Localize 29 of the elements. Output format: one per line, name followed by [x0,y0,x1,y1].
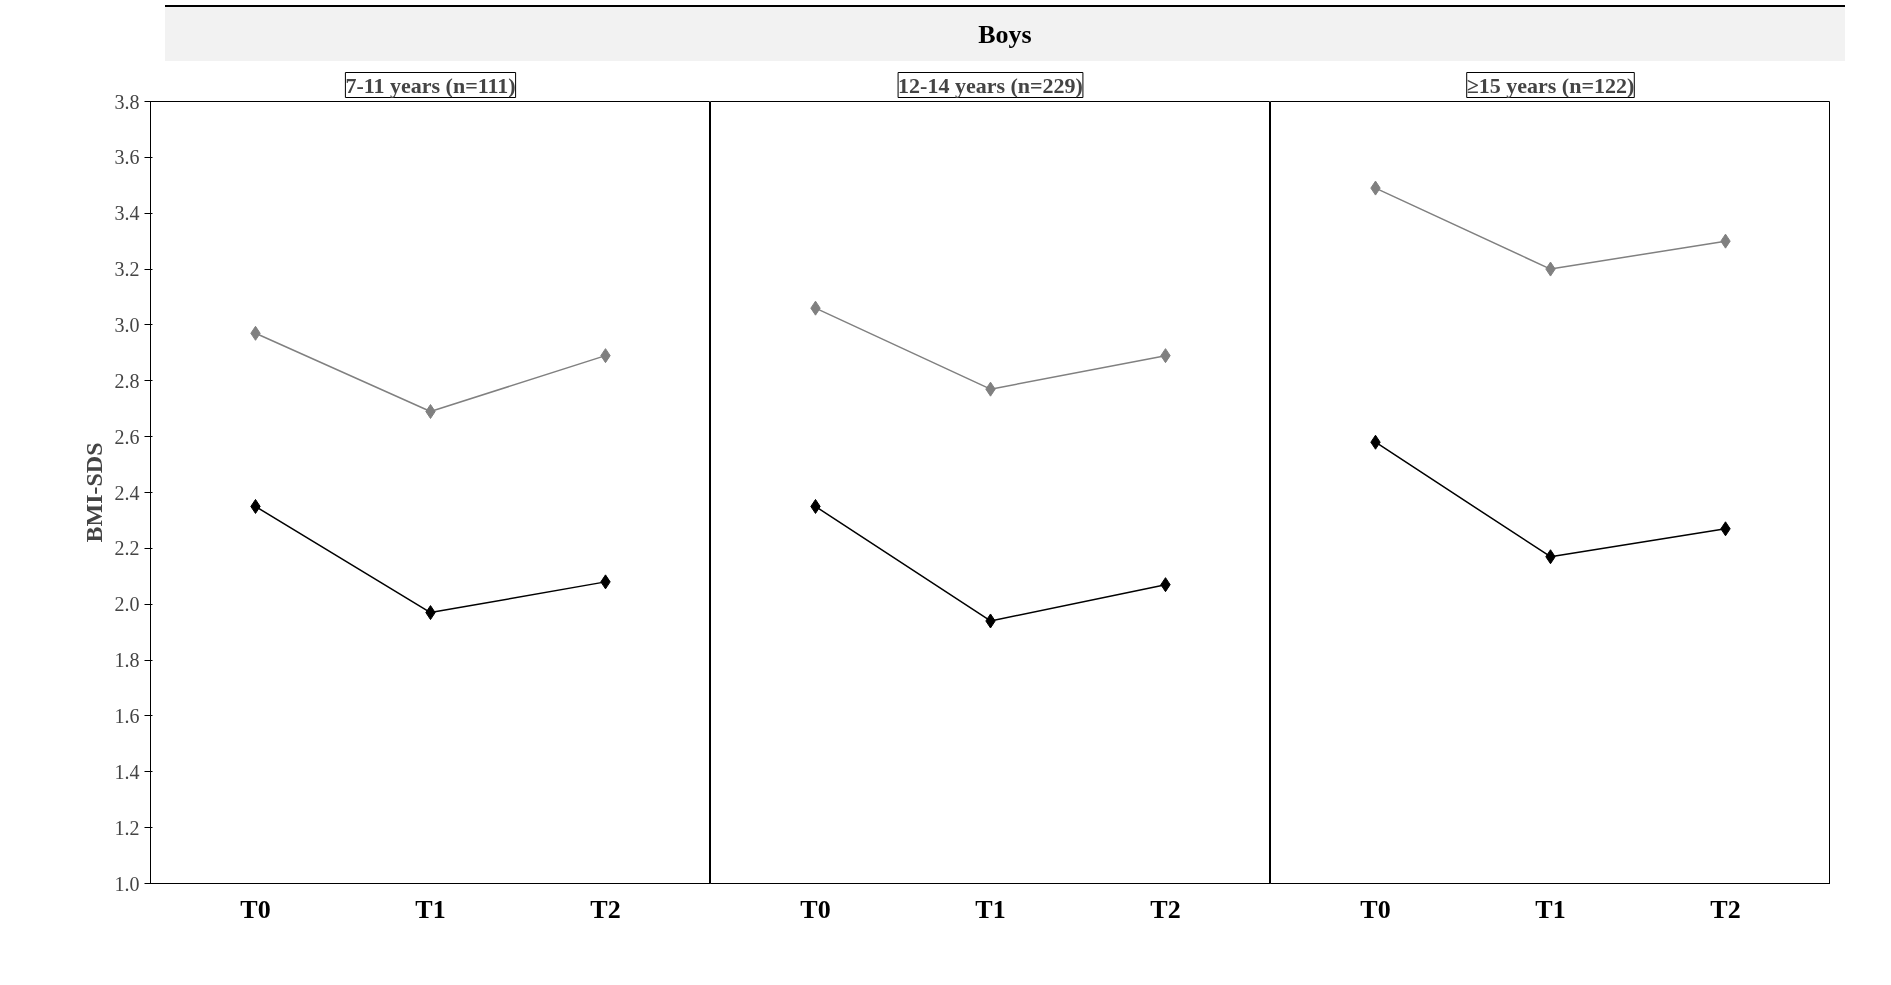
y-tick-label: 1.4 [114,760,140,783]
y-axis-title: BMI-SDS [80,442,107,543]
y-tick-label: 3.0 [114,313,140,336]
chart-subtitle: 12-14 years (n=229) [898,72,1083,98]
y-tick-label: 1.8 [114,649,140,672]
x-tick-label: T0 [800,894,831,924]
y-tick-label: 3.2 [114,258,140,281]
x-tick-label: T1 [415,894,446,924]
x-tick-label: T0 [1360,894,1391,924]
y-tick-label: 3.8 [114,90,140,113]
x-tick-label: T2 [1710,894,1741,924]
x-tick-label: T0 [240,894,271,924]
chart-subtitle: 7-11 years (n=111) [345,72,516,98]
x-tick-label: T2 [590,894,621,924]
y-tick-label: 3.6 [114,146,140,169]
y-tick-label: 1.2 [114,816,140,839]
chart-subtitle: ≥15 years (n=122) [1466,72,1635,98]
y-tick-label: 1.6 [114,704,140,727]
y-tick-label: 2.2 [114,537,140,560]
y-tick-label: 1.0 [114,872,140,895]
y-tick-label: 2.8 [114,369,140,392]
y-tick-label: 2.4 [114,481,140,504]
y-tick-label: 2.0 [114,593,140,616]
chart-title: Boys [978,19,1032,51]
x-tick-label: T1 [975,894,1006,924]
y-tick-label: 3.4 [114,202,140,225]
x-tick-label: T2 [1150,894,1181,924]
x-tick-label: T1 [1535,894,1566,924]
y-tick-label: 2.6 [114,425,140,448]
